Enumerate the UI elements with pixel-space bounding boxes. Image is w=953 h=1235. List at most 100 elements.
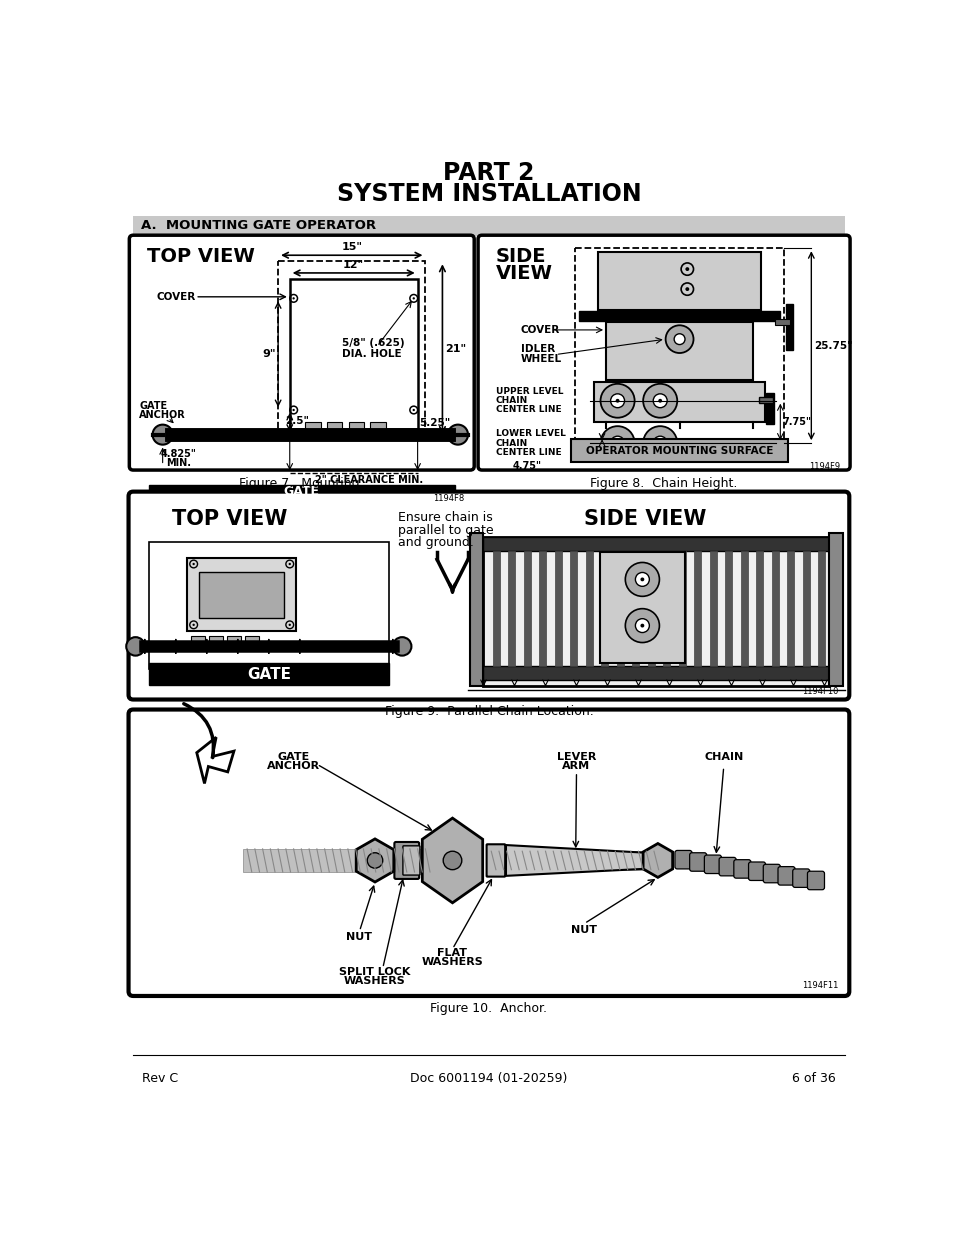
Bar bbox=[229, 645, 239, 651]
Text: WHEEL: WHEEL bbox=[520, 354, 561, 364]
Text: PART 2: PART 2 bbox=[443, 161, 534, 185]
Text: 4.75": 4.75" bbox=[513, 461, 541, 472]
Text: Figure 8.  Chain Height.: Figure 8. Chain Height. bbox=[590, 477, 737, 489]
Bar bbox=[575, 248, 783, 443]
Text: Rev C: Rev C bbox=[142, 1072, 178, 1084]
Text: SPLIT LOCK: SPLIT LOCK bbox=[339, 967, 410, 977]
FancyBboxPatch shape bbox=[129, 492, 848, 699]
Text: COVER: COVER bbox=[156, 291, 195, 301]
Circle shape bbox=[152, 425, 172, 445]
Bar bbox=[578, 311, 780, 321]
Bar bbox=[211, 645, 221, 651]
Text: LOWER LEVEL: LOWER LEVEL bbox=[496, 430, 565, 438]
Bar bbox=[149, 484, 455, 499]
Circle shape bbox=[684, 267, 688, 270]
Bar bbox=[679, 551, 685, 667]
FancyBboxPatch shape bbox=[762, 864, 780, 883]
Text: 21": 21" bbox=[445, 345, 466, 354]
Bar bbox=[348, 422, 364, 433]
Text: 6 of 36: 6 of 36 bbox=[791, 1072, 835, 1084]
Bar bbox=[199, 572, 284, 618]
Bar bbox=[662, 551, 670, 667]
Text: SIDE VIEW: SIDE VIEW bbox=[583, 509, 706, 530]
Circle shape bbox=[639, 624, 643, 627]
Text: and ground.: and ground. bbox=[397, 536, 474, 548]
Text: TOP VIEW: TOP VIEW bbox=[172, 509, 287, 530]
Circle shape bbox=[193, 563, 194, 566]
Circle shape bbox=[684, 288, 688, 291]
Text: 15": 15" bbox=[341, 242, 362, 252]
Text: MIN.: MIN. bbox=[166, 458, 191, 468]
Circle shape bbox=[635, 573, 649, 587]
Circle shape bbox=[443, 851, 461, 869]
Text: IDLER: IDLER bbox=[520, 345, 555, 354]
Bar bbox=[828, 534, 842, 685]
Bar bbox=[599, 552, 684, 662]
Bar bbox=[508, 551, 515, 667]
Text: CENTER LINE: CENTER LINE bbox=[496, 405, 561, 415]
Bar bbox=[600, 551, 608, 667]
Bar bbox=[774, 319, 790, 325]
Bar bbox=[756, 551, 762, 667]
FancyBboxPatch shape bbox=[477, 235, 849, 471]
Bar bbox=[307, 433, 319, 440]
Text: CHAIN: CHAIN bbox=[496, 396, 528, 405]
Bar bbox=[372, 433, 384, 440]
Text: 4.825": 4.825" bbox=[160, 448, 196, 459]
Bar bbox=[133, 216, 843, 236]
Bar bbox=[709, 551, 716, 667]
Bar bbox=[786, 551, 794, 667]
Polygon shape bbox=[196, 737, 233, 783]
Bar bbox=[243, 848, 429, 872]
Text: 2.5": 2.5" bbox=[285, 416, 309, 426]
Circle shape bbox=[447, 425, 468, 445]
FancyBboxPatch shape bbox=[689, 852, 706, 871]
Text: VIEW: VIEW bbox=[496, 264, 553, 283]
Circle shape bbox=[599, 384, 634, 417]
Bar bbox=[647, 551, 654, 667]
Circle shape bbox=[599, 426, 634, 461]
Text: A.  MOUNTING GATE OPERATOR: A. MOUNTING GATE OPERATOR bbox=[141, 220, 375, 232]
Circle shape bbox=[658, 441, 661, 445]
Bar bbox=[555, 551, 561, 667]
Circle shape bbox=[393, 637, 411, 656]
Bar bbox=[605, 322, 753, 380]
Text: SIDE: SIDE bbox=[496, 247, 546, 266]
Bar bbox=[193, 645, 204, 651]
Bar bbox=[278, 262, 425, 437]
Circle shape bbox=[289, 563, 291, 566]
Text: 1194F9: 1194F9 bbox=[808, 462, 840, 471]
Bar bbox=[227, 636, 241, 645]
Text: GATE: GATE bbox=[283, 485, 319, 498]
Bar bbox=[758, 396, 772, 403]
Text: FLAT: FLAT bbox=[437, 947, 467, 958]
FancyBboxPatch shape bbox=[792, 869, 809, 888]
Bar bbox=[617, 551, 623, 667]
Circle shape bbox=[674, 333, 684, 345]
Circle shape bbox=[624, 562, 659, 597]
Bar bbox=[209, 636, 223, 645]
Bar bbox=[598, 252, 760, 310]
Bar bbox=[192, 636, 205, 645]
Bar bbox=[370, 422, 385, 433]
FancyBboxPatch shape bbox=[402, 846, 419, 876]
Circle shape bbox=[642, 384, 677, 417]
Text: 5/8" (.625): 5/8" (.625) bbox=[342, 337, 404, 347]
Circle shape bbox=[639, 578, 643, 582]
Bar bbox=[246, 645, 257, 651]
Bar bbox=[245, 636, 258, 645]
FancyBboxPatch shape bbox=[486, 845, 505, 877]
Text: GATE: GATE bbox=[277, 752, 310, 762]
Circle shape bbox=[653, 394, 666, 408]
Text: 5.25": 5.25" bbox=[418, 419, 450, 429]
Bar bbox=[328, 433, 340, 440]
Text: Doc 6001194 (01-20259): Doc 6001194 (01-20259) bbox=[410, 1072, 567, 1084]
Bar bbox=[305, 422, 320, 433]
FancyBboxPatch shape bbox=[703, 855, 720, 873]
FancyBboxPatch shape bbox=[733, 860, 750, 878]
Bar bbox=[483, 537, 828, 685]
Bar bbox=[523, 551, 530, 667]
Circle shape bbox=[658, 399, 661, 403]
Bar bbox=[187, 558, 295, 631]
Bar bbox=[483, 667, 828, 680]
